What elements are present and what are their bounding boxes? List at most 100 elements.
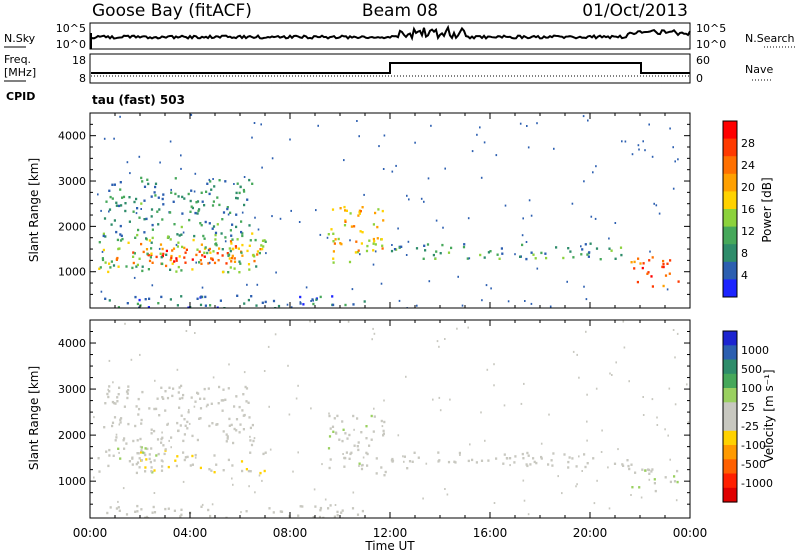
heatmap-cell	[156, 438, 160, 441]
heatmap-cell	[137, 452, 140, 455]
x-axis-label: Time UT	[364, 539, 415, 553]
scatter-cell	[372, 263, 375, 266]
scatter-cell	[540, 442, 543, 445]
heatmap-cell	[344, 220, 347, 223]
heatmap-cell	[522, 457, 525, 460]
heatmap-cell	[117, 447, 120, 450]
heatmap-cell	[527, 454, 530, 457]
heatmap-cell	[210, 257, 213, 260]
x-tick-labels: 00:00 04:00 08:00 12:00 16:00 20:00 00:00	[73, 526, 708, 540]
heatmap-cell	[249, 239, 252, 242]
scatter-cell	[352, 491, 355, 494]
heatmap-cell	[108, 385, 111, 388]
heatmap-cell	[487, 459, 490, 462]
heatmap-cell	[219, 299, 222, 302]
heatmap-cell	[161, 197, 164, 201]
heatmap-cell	[157, 196, 160, 199]
scatter-cell	[254, 216, 256, 219]
heatmap-cell	[164, 507, 167, 511]
heatmap-cell	[343, 205, 346, 209]
scatter-cell	[154, 379, 156, 382]
heatmap-cell	[221, 248, 224, 251]
colorbar-swatch	[723, 359, 737, 375]
heatmap-cell	[231, 238, 234, 241]
velocity-colorbar: 1000 500 100 25 -25 -100 -500 -1000	[722, 330, 773, 503]
scatter-cell	[317, 124, 319, 127]
heatmap-cell	[163, 452, 166, 456]
velocity-panel-frame	[89, 319, 691, 519]
heatmap-cell	[118, 386, 121, 389]
heatmap-cell	[370, 438, 373, 441]
scatter-cell	[261, 166, 263, 169]
heatmap-cell	[567, 466, 570, 469]
heatmap-cell	[221, 270, 225, 274]
scatter-cell	[651, 155, 654, 158]
heatmap-cell	[170, 191, 173, 194]
heatmap-cell	[673, 475, 676, 478]
scatter-cell	[675, 499, 678, 502]
heatmap-cell	[199, 222, 202, 225]
heatmap-cell	[651, 285, 654, 288]
heatmap-cell	[235, 418, 239, 421]
scatter-cell	[480, 411, 482, 414]
heatmap-cell	[662, 284, 665, 288]
scatter-cell	[642, 396, 644, 398]
heatmap-cell	[180, 513, 183, 516]
heatmap-cell	[111, 421, 115, 424]
scatter-cell	[583, 285, 585, 288]
heatmap-cell	[172, 387, 175, 390]
heatmap-cell	[261, 239, 265, 242]
heatmap-cell	[480, 459, 484, 462]
heatmap-cell	[158, 414, 161, 417]
heatmap-cell	[209, 304, 212, 307]
heatmap-cell	[161, 254, 164, 258]
heatmap-cell	[262, 245, 265, 248]
heatmap-cell	[628, 467, 631, 471]
colorbar-swatch	[723, 209, 737, 228]
heatmap-cell	[183, 418, 186, 421]
heatmap-cell	[154, 185, 157, 189]
heatmap-cell	[103, 426, 106, 429]
heatmap-cell	[467, 459, 470, 463]
heatmap-cell	[272, 511, 275, 514]
heatmap-cell	[521, 452, 524, 456]
heatmap-cell	[361, 463, 364, 467]
heatmap-cell	[198, 417, 201, 420]
heatmap-cell	[209, 251, 212, 254]
heatmap-cell	[400, 245, 403, 248]
scatter-cell	[374, 250, 377, 253]
scatter-cell	[180, 154, 182, 157]
scatter-cell	[439, 409, 442, 412]
scatter-cell	[630, 494, 632, 496]
scatter-cell	[108, 359, 111, 362]
scatter-cell	[595, 387, 598, 390]
heatmap-cell	[98, 267, 101, 270]
colorbar-tick-label: -25	[741, 420, 759, 433]
scatter-cell	[349, 239, 351, 242]
heatmap-cell	[230, 260, 233, 263]
heatmap-cell	[372, 249, 375, 252]
heatmap-cell	[398, 246, 401, 249]
heatmap-cell	[336, 514, 339, 517]
power-ylabel: Slant Range [km]	[27, 158, 41, 262]
heatmap-cell	[222, 399, 225, 402]
heatmap-cell	[337, 237, 340, 241]
heatmap-cell	[140, 176, 143, 180]
heatmap-cell	[119, 421, 122, 424]
scatter-cell	[436, 340, 439, 343]
heatmap-cell	[135, 265, 138, 268]
heatmap-cell	[340, 511, 343, 514]
heatmap-cell	[177, 195, 180, 198]
scatter-cell	[438, 345, 440, 348]
heatmap-cell	[417, 456, 420, 459]
heatmap-cell	[247, 401, 250, 404]
heatmap-cell	[217, 259, 220, 262]
scatter-cell	[572, 350, 575, 353]
heatmap-cell	[241, 232, 244, 235]
heatmap-cell	[331, 295, 334, 298]
heatmap-cell	[102, 232, 105, 235]
heatmap-cell	[198, 250, 201, 253]
scatter-cell	[380, 282, 383, 285]
heatmap-cell	[145, 217, 148, 221]
heatmap-cell	[332, 430, 335, 433]
